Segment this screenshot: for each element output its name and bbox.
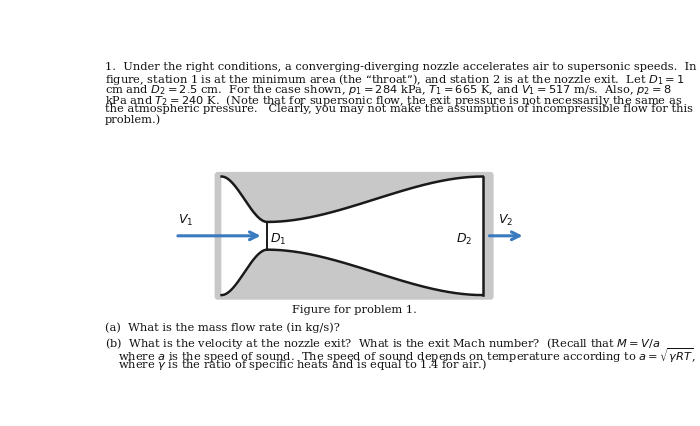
Text: where $\gamma$ is the ratio of specific heats and is equal to 1.4 for air.): where $\gamma$ is the ratio of specific …: [118, 356, 487, 371]
Text: kPa and $T_2 = 240$ K.  (Note that for supersonic flow, the exit pressure is not: kPa and $T_2 = 240$ K. (Note that for su…: [104, 93, 682, 108]
Text: $D_2$: $D_2$: [456, 232, 472, 247]
Text: $D_1$: $D_1$: [270, 232, 287, 247]
Text: $V_2$: $V_2$: [498, 212, 514, 227]
Text: $V_1$: $V_1$: [178, 212, 193, 227]
Text: 1.  Under the right conditions, a converging-diverging nozzle accelerates air to: 1. Under the right conditions, a converg…: [104, 62, 700, 72]
Text: where $a$ is the speed of sound.  The speed of sound depends on temperature acco: where $a$ is the speed of sound. The spe…: [118, 346, 696, 364]
Text: (b)  What is the velocity at the nozzle exit?  What is the exit Mach number?  (R: (b) What is the velocity at the nozzle e…: [104, 335, 660, 350]
Text: cm and $D_2 = 2.5$ cm.  For the case shown, $p_1 = 284$ kPa, $T_1 = 665$ K, and : cm and $D_2 = 2.5$ cm. For the case show…: [104, 83, 671, 97]
FancyBboxPatch shape: [215, 173, 494, 300]
Text: figure, station 1 is at the minimum area (the “throat”), and station 2 is at the: figure, station 1 is at the minimum area…: [104, 72, 684, 87]
Text: (a)  What is the mass flow rate (in kg/s)?: (a) What is the mass flow rate (in kg/s)…: [104, 322, 340, 332]
Text: Figure for problem 1.: Figure for problem 1.: [292, 305, 416, 315]
Text: problem.): problem.): [104, 114, 161, 124]
Text: the atmospheric pressure.   Clearly, you may not make the assumption of incompre: the atmospheric pressure. Clearly, you m…: [104, 104, 692, 113]
